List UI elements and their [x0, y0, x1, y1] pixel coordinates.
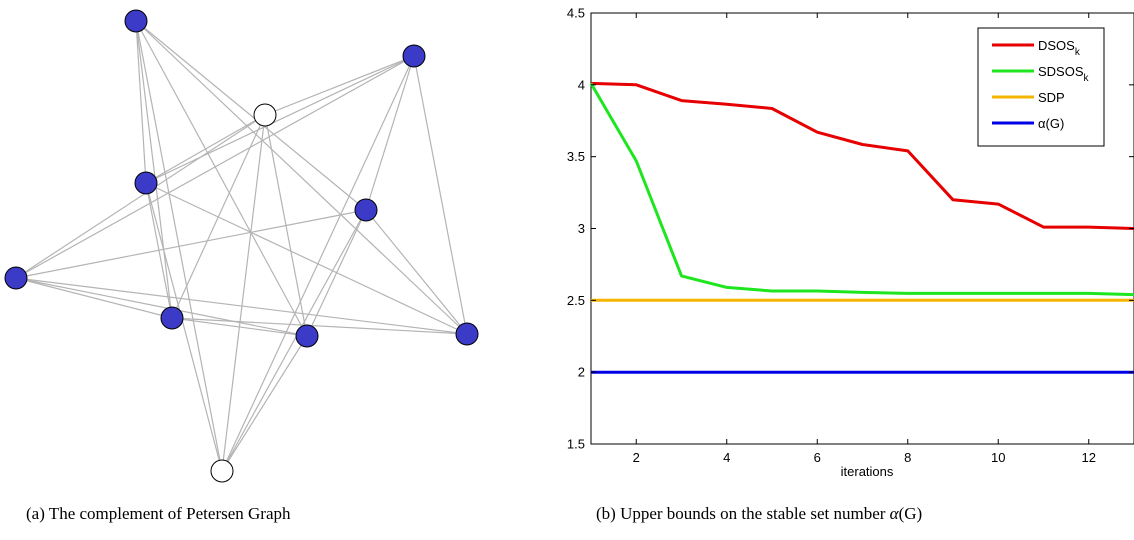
- y-tick-label: 3.5: [567, 149, 585, 164]
- series-line-1: [590, 81, 1134, 230]
- graph-edge: [135, 20, 173, 319]
- caption-b: (b) Upper bounds on the stable set numbe…: [596, 504, 922, 524]
- x-tick-label: 12: [1082, 450, 1096, 465]
- x-axis-ticks: 2 4 6 8 10 12: [633, 13, 1096, 465]
- graph-edge: [145, 55, 415, 184]
- graph-edge: [413, 55, 468, 335]
- graph-edge: [145, 182, 468, 335]
- x-tick-label: 6: [814, 450, 821, 465]
- chart-svg: 2 4 6 8 10 12 1.5 2 2.5 3 3.5 4 4.5 iterations DSOS…: [567, 6, 1134, 479]
- graph-node: [402, 44, 426, 68]
- graph-node: [134, 171, 158, 195]
- graph-edge: [15, 277, 173, 319]
- y-axis-ticks: 1.5 2 2.5 3 3.5 4 4.5: [567, 6, 1134, 452]
- graph-edge: [135, 20, 147, 184]
- x-tick-label: 4: [723, 450, 730, 465]
- graph-edge: [264, 55, 415, 116]
- graph-node: [455, 322, 479, 346]
- y-tick-label: 4.5: [567, 6, 585, 21]
- graph-svg: [4, 9, 479, 483]
- caption-b-text: (b) Upper bounds on the stable set numbe…: [596, 504, 886, 523]
- graph-edge: [145, 114, 266, 184]
- petersen-complement-graph: [0, 0, 490, 490]
- graph-edge: [145, 182, 173, 319]
- legend-label: SDSOSk: [1038, 64, 1090, 84]
- graph-edge: [221, 114, 266, 472]
- graph-edge: [15, 277, 308, 337]
- legend-label: SDP: [1038, 90, 1065, 105]
- graph-edge: [15, 55, 415, 279]
- graph-edge: [221, 335, 308, 472]
- graph-node: [4, 266, 28, 290]
- upper-bounds-chart: 2 4 6 8 10 12 1.5 2 2.5 3 3.5 4 4.5 iterations DSOS…: [540, 0, 1134, 490]
- y-tick-label: 1.5: [567, 437, 585, 452]
- graph-edge: [135, 20, 468, 335]
- graph-edge: [145, 182, 223, 472]
- graph-edge: [15, 277, 468, 335]
- caption-a: (a) The complement of Petersen Graph: [26, 504, 291, 523]
- graph-node: [124, 9, 148, 33]
- graph-edge: [221, 55, 415, 472]
- graph-edge: [15, 114, 266, 279]
- graph-edge: [306, 209, 367, 337]
- graph-edge: [15, 209, 367, 279]
- series-line-2: [589, 82, 1134, 297]
- graph-edge: [135, 20, 367, 211]
- legend: DSOSk SDSOSk SDP α(G): [977, 27, 1105, 147]
- x-axis-label: iterations: [841, 464, 894, 479]
- graph-nodes: [4, 9, 479, 483]
- legend-box: [977, 27, 1105, 147]
- y-tick-label: 2.5: [567, 293, 585, 308]
- graph-edge: [171, 317, 468, 335]
- x-tick-label: 8: [904, 450, 911, 465]
- graph-node: [160, 306, 184, 330]
- x-tick-label: 10: [991, 450, 1005, 465]
- y-tick-label: 2: [578, 365, 585, 380]
- y-tick-label: 3: [578, 221, 585, 236]
- graph-edge: [365, 209, 468, 335]
- legend-label: α(G): [1038, 116, 1064, 131]
- graph-edge: [365, 55, 415, 211]
- graph-node: [210, 459, 234, 483]
- legend-label: DSOSk: [1038, 38, 1081, 58]
- graph-edges: [15, 20, 468, 472]
- graph-edge: [221, 209, 367, 472]
- graph-node: [253, 103, 277, 127]
- caption-b-math-symbol: α: [889, 504, 899, 523]
- graph-node: [295, 324, 319, 348]
- y-tick-label: 4: [578, 77, 585, 92]
- graph-edge: [135, 20, 308, 337]
- series-lines: [589, 81, 1134, 374]
- caption-b-math-arg: (G): [898, 504, 923, 523]
- x-tick-label: 2: [633, 450, 640, 465]
- graph-edge: [171, 317, 308, 337]
- graph-node: [354, 198, 378, 222]
